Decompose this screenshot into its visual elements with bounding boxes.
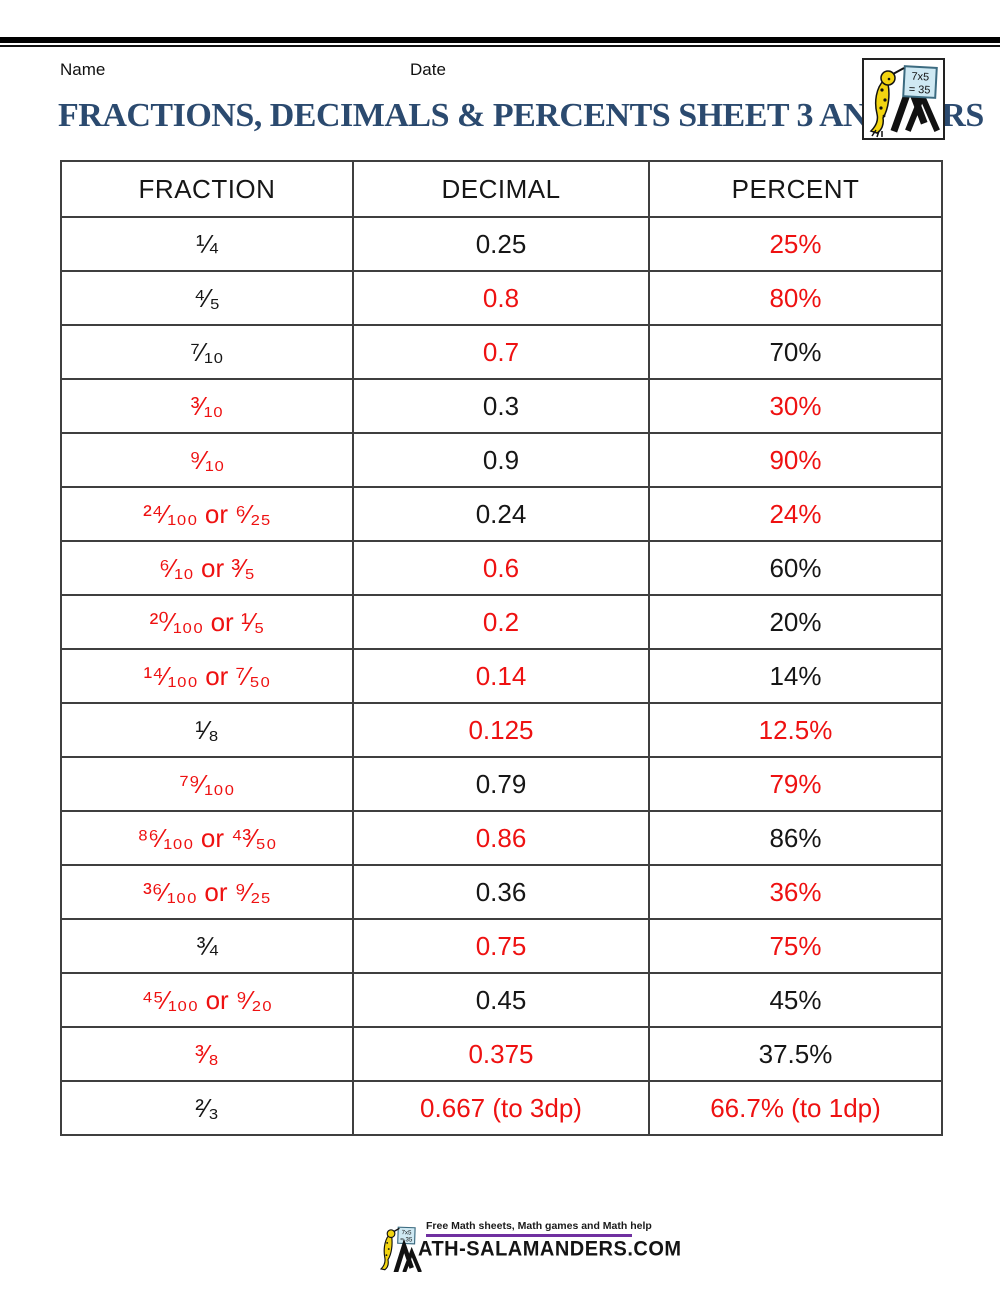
fraction-cell: ²⁴⁄₁₀₀ or ⁶⁄₂₅ [60,486,354,542]
decimal-cell: 0.86 [352,810,650,866]
decimal-cell: 0.2 [352,594,650,650]
fraction-cell: ⁸⁶⁄₁₀₀ or ⁴³⁄₅₀ [60,810,354,866]
decimal-cell: 0.8 [352,270,650,326]
decimal-cell: 0.45 [352,972,650,1028]
percent-cell: 66.7% (to 1dp) [648,1080,943,1136]
decimal-cell: 0.125 [352,702,650,758]
logo-sign-line1: 7x5 [911,71,929,84]
fraction-cell: ⁶⁄₁₀ or ³⁄₅ [60,540,354,596]
fraction-cell: ⁹⁄₁₀ [60,432,354,488]
table-row: ³⁄₈ 0.375 37.5% [60,1026,943,1082]
table-row: ³⁄₁₀ 0.3 30% [60,378,943,434]
conversion-table: FRACTION DECIMAL PERCENT ¼ 0.25 25% ⁴⁄₅ 0.8 8… [60,160,943,1136]
top-rule-thick [0,37,1000,43]
percent-cell: 37.5% [648,1026,943,1082]
fraction-cell: ³⁶⁄₁₀₀ or ⁹⁄₂₅ [60,864,354,920]
decimal-cell: 0.9 [352,432,650,488]
fraction-cell: ⁷⁄₁₀ [60,324,354,380]
table-row: ¾ 0.75 75% [60,918,943,974]
table-row: ⁷⁄₁₀ 0.7 70% [60,324,943,380]
decimal-cell: 0.3 [352,378,650,434]
table-row: ²⁴⁄₁₀₀ or ⁶⁄₂₅ 0.24 24% [60,486,943,542]
table-row: ⁷⁹⁄₁₀₀ 0.79 79% [60,756,943,812]
table-row: ⁸⁶⁄₁₀₀ or ⁴³⁄₅₀ 0.86 86% [60,810,943,866]
salamander-logo: 7x5 = 35 [862,58,945,140]
svg-text:= 35: = 35 [400,1236,413,1243]
fraction-cell: ⁴⁵⁄₁₀₀ or ⁹⁄₂₀ [60,972,354,1028]
decimal-cell: 0.6 [352,540,650,596]
percent-cell: 80% [648,270,943,326]
table-row: ¹⁄₈ 0.125 12.5% [60,702,943,758]
table-row: ⁹⁄₁₀ 0.9 90% [60,432,943,488]
svg-text:7x5: 7x5 [401,1229,412,1236]
percent-cell: 30% [648,378,943,434]
footer-purple-rule [426,1234,632,1237]
fraction-cell: ³⁄₁₀ [60,378,354,434]
decimal-cell: 0.25 [352,216,650,272]
fraction-cell: ¹⁴⁄₁₀₀ or ⁷⁄₅₀ [60,648,354,704]
table-row: ²⁰⁄₁₀₀ or ¹⁄₅ 0.2 20% [60,594,943,650]
date-label: Date [410,60,446,79]
header-decimal: DECIMAL [352,160,650,218]
table-row: ¼ 0.25 25% [60,216,943,272]
fraction-cell: ¾ [60,918,354,974]
percent-cell: 20% [648,594,943,650]
percent-cell: 75% [648,918,943,974]
fraction-cell: ²⁄₃ [60,1080,354,1136]
decimal-cell: 0.24 [352,486,650,542]
percent-cell: 25% [648,216,943,272]
top-rule-thin [0,45,1000,47]
footer-branding: 7x5 = 35 Free Math sheets, Math games an… [378,1220,681,1272]
footer-wordmark: ATH-SALAMANDERS.COM [418,1237,682,1261]
table-row: ¹⁴⁄₁₀₀ or ⁷⁄₅₀ 0.14 14% [60,648,943,704]
fraction-cell: ¼ [60,216,354,272]
decimal-cell: 0.79 [352,756,650,812]
percent-cell: 79% [648,756,943,812]
easel-m-icon [393,1238,422,1272]
fraction-cell: ⁷⁹⁄₁₀₀ [60,756,354,812]
footer-tagline: Free Math sheets, Math games and Math he… [426,1220,652,1232]
percent-cell: 24% [648,486,943,542]
table-row: ⁴⁄₅ 0.8 80% [60,270,943,326]
decimal-cell: 0.375 [352,1026,650,1082]
percent-cell: 14% [648,648,943,704]
decimal-cell: 0.14 [352,648,650,704]
fraction-cell: ³⁄₈ [60,1026,354,1082]
logo-sign: 7x5 = 35 [902,65,938,99]
header-row: FRACTION DECIMAL PERCENT [60,160,943,218]
table-row: ⁴⁵⁄₁₀₀ or ⁹⁄₂₀ 0.45 45% [60,972,943,1028]
page-title: FRACTIONS, DECIMALS & PERCENTS SHEET 3 A… [58,97,984,134]
name-label: Name [60,60,106,79]
header-fraction: FRACTION [60,160,354,218]
table-row: ³⁶⁄₁₀₀ or ⁹⁄₂₅ 0.36 36% [60,864,943,920]
fraction-cell: ⁴⁄₅ [60,270,354,326]
percent-cell: 90% [648,432,943,488]
fraction-cell: ²⁰⁄₁₀₀ or ¹⁄₅ [60,594,354,650]
percent-cell: 86% [648,810,943,866]
header-percent: PERCENT [648,160,943,218]
percent-cell: 70% [648,324,943,380]
logo-sign-line2: = 35 [908,83,930,96]
footer-salamander-icon: 7x5 = 35 [379,1226,422,1272]
decimal-cell: 0.75 [352,918,650,974]
fraction-cell: ¹⁄₈ [60,702,354,758]
salamander-figure [869,67,905,138]
decimal-cell: 0.667 (to 3dp) [352,1080,650,1136]
percent-cell: 45% [648,972,943,1028]
decimal-cell: 0.36 [352,864,650,920]
decimal-cell: 0.7 [352,324,650,380]
table-row: ²⁄₃ 0.667 (to 3dp) 66.7% (to 1dp) [60,1080,943,1136]
percent-cell: 60% [648,540,943,596]
table-row: ⁶⁄₁₀ or ³⁄₅ 0.6 60% [60,540,943,596]
percent-cell: 36% [648,864,943,920]
percent-cell: 12.5% [648,702,943,758]
